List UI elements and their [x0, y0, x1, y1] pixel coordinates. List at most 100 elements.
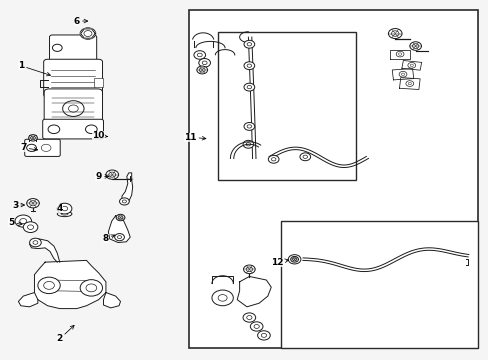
Circle shape: [108, 172, 116, 177]
Circle shape: [245, 143, 250, 146]
Circle shape: [80, 280, 102, 296]
FancyBboxPatch shape: [43, 59, 102, 97]
Bar: [188, 10, 477, 348]
Polygon shape: [391, 69, 413, 80]
Circle shape: [407, 82, 410, 85]
Circle shape: [194, 51, 205, 59]
Bar: [281, 221, 477, 348]
Ellipse shape: [61, 213, 68, 215]
Circle shape: [398, 71, 406, 77]
Circle shape: [253, 324, 259, 328]
Circle shape: [48, 125, 60, 134]
Circle shape: [245, 267, 252, 272]
Circle shape: [244, 122, 254, 130]
Polygon shape: [237, 276, 271, 307]
Circle shape: [290, 256, 298, 262]
Circle shape: [57, 203, 72, 214]
Circle shape: [291, 257, 297, 261]
Circle shape: [246, 316, 251, 319]
Bar: [94, 78, 102, 87]
Circle shape: [20, 219, 27, 224]
Circle shape: [244, 40, 254, 48]
FancyBboxPatch shape: [42, 119, 103, 139]
Circle shape: [106, 170, 118, 179]
Circle shape: [398, 53, 401, 55]
Polygon shape: [401, 60, 421, 70]
Circle shape: [15, 215, 31, 227]
Circle shape: [85, 125, 97, 134]
Circle shape: [52, 44, 62, 51]
Circle shape: [244, 62, 254, 69]
Text: 7: 7: [20, 143, 38, 152]
Circle shape: [243, 313, 255, 322]
Circle shape: [299, 153, 310, 161]
Circle shape: [246, 125, 251, 128]
Circle shape: [86, 284, 97, 292]
Circle shape: [261, 333, 266, 337]
Circle shape: [117, 236, 122, 239]
Circle shape: [268, 156, 279, 163]
Circle shape: [199, 59, 210, 67]
Circle shape: [411, 44, 418, 48]
Circle shape: [41, 144, 51, 152]
Text: 8: 8: [102, 234, 115, 243]
Circle shape: [271, 158, 275, 161]
Circle shape: [407, 63, 415, 68]
Circle shape: [29, 135, 37, 141]
Circle shape: [33, 241, 38, 244]
Circle shape: [211, 290, 233, 306]
Circle shape: [43, 282, 54, 289]
Circle shape: [115, 234, 124, 241]
Circle shape: [31, 136, 35, 140]
Circle shape: [405, 81, 413, 86]
Circle shape: [23, 222, 38, 233]
Circle shape: [243, 140, 253, 148]
Circle shape: [27, 199, 39, 208]
Text: 11: 11: [183, 132, 205, 141]
Circle shape: [62, 101, 84, 116]
Circle shape: [27, 144, 36, 152]
Text: 5: 5: [8, 219, 22, 228]
Circle shape: [246, 85, 251, 89]
Bar: [217, 32, 356, 180]
Polygon shape: [81, 29, 95, 38]
Text: 9: 9: [95, 172, 108, 181]
Circle shape: [38, 277, 60, 294]
Circle shape: [401, 73, 404, 76]
Circle shape: [116, 214, 124, 221]
Polygon shape: [103, 293, 120, 308]
Circle shape: [122, 200, 126, 203]
Circle shape: [243, 265, 255, 274]
Circle shape: [199, 68, 205, 72]
Circle shape: [292, 258, 296, 261]
Polygon shape: [389, 50, 409, 59]
Circle shape: [387, 28, 401, 39]
Polygon shape: [108, 216, 130, 243]
Polygon shape: [122, 173, 132, 204]
Circle shape: [118, 216, 122, 219]
FancyBboxPatch shape: [25, 139, 60, 157]
Polygon shape: [19, 293, 38, 307]
Circle shape: [409, 42, 421, 50]
Circle shape: [391, 31, 398, 36]
Text: 12: 12: [271, 258, 288, 267]
Text: 3: 3: [12, 201, 24, 210]
Circle shape: [202, 61, 206, 65]
Circle shape: [244, 83, 254, 91]
Circle shape: [246, 42, 251, 46]
Text: 4: 4: [57, 204, 63, 213]
Circle shape: [215, 293, 229, 303]
Circle shape: [29, 201, 37, 206]
Circle shape: [287, 255, 300, 264]
Circle shape: [197, 66, 207, 74]
Circle shape: [30, 238, 41, 247]
Text: 10: 10: [92, 131, 107, 140]
Circle shape: [250, 322, 263, 331]
Text: 2: 2: [57, 325, 74, 343]
Circle shape: [395, 51, 403, 57]
FancyBboxPatch shape: [49, 35, 97, 66]
Circle shape: [119, 198, 129, 205]
Circle shape: [409, 64, 412, 67]
Circle shape: [27, 225, 34, 229]
Circle shape: [303, 155, 307, 158]
